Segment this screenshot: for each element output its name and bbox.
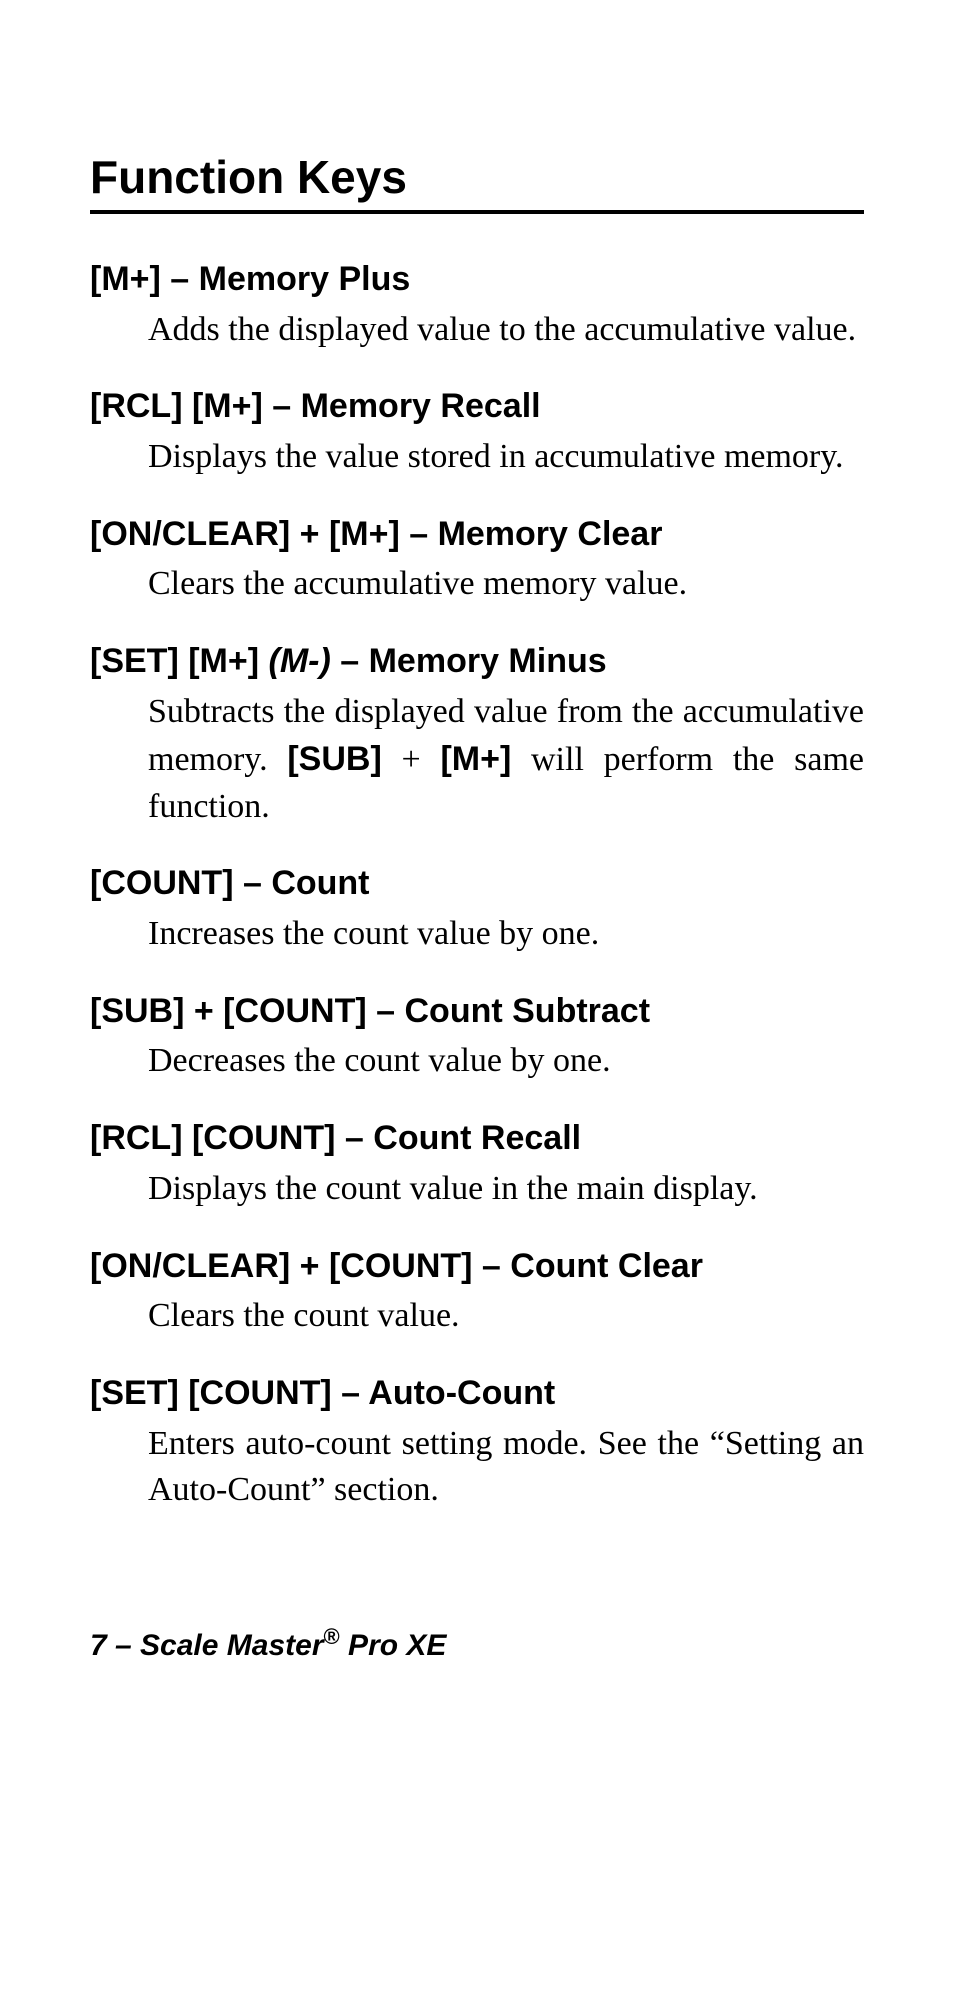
footer-product-prefix: Scale Master [140,1629,323,1662]
entry-title: [RCL] [M+] – Memory Recall [90,385,864,428]
entry: [RCL] [M+] – Memory Recall Displays the v… [90,385,864,480]
entry-body: Clears the count value. [148,1293,864,1340]
entry-body: Displays the value stored in accumulativ… [148,434,864,481]
entry-title: [COUNT] – Count [90,862,864,905]
footer-product-suffix: Pro XE [340,1629,447,1662]
entry-body: Subtracts the displayed value from the a… [148,689,864,831]
registered-icon: ® [324,1624,340,1649]
entry: [COUNT] – Count Increases the count value… [90,862,864,957]
entry: [SET] [COUNT] – Auto-Count Enters auto-co… [90,1372,864,1514]
entry: [RCL] [COUNT] – Count Recall Displays the… [90,1117,864,1212]
entry-title: [ON/CLEAR] + [M+] – Memory Clear [90,513,864,556]
entry-body: Clears the accumulative memory value. [148,561,864,608]
entry-title: [SET] [COUNT] – Auto-Count [90,1372,864,1415]
entry-body: Enters auto-count setting mode. See the … [148,1421,864,1515]
entry: [M+] – Memory Plus Adds the displayed val… [90,258,864,353]
entry-title: [SUB] + [COUNT] – Count Subtract [90,990,864,1033]
entries-list: [M+] – Memory Plus Adds the displayed val… [90,258,864,1514]
entry-title: [ON/CLEAR] + [COUNT] – Count Clear [90,1245,864,1288]
entry: [ON/CLEAR] + [M+] – Memory Clear Clears t… [90,513,864,608]
footer-sep: – [107,1629,140,1662]
page-footer: 7 – Scale Master® Pro XE [90,1624,864,1663]
entry-title: [SET] [M+] (M-) – Memory Minus [90,640,864,683]
entry-body: Displays the count value in the main dis… [148,1166,864,1213]
entry: [SUB] + [COUNT] – Count Subtract Decrease… [90,990,864,1085]
section-title: Function Keys [90,150,864,214]
entry: [ON/CLEAR] + [COUNT] – Count Clear Clears… [90,1245,864,1340]
entry-body: Adds the displayed value to the accumula… [148,307,864,354]
entry-title: [M+] – Memory Plus [90,258,864,301]
entry: [SET] [M+] (M-) – Memory Minus Subtracts … [90,640,864,830]
entry-body: Increases the count value by one. [148,911,864,958]
entry-title: [RCL] [COUNT] – Count Recall [90,1117,864,1160]
footer-page-number: 7 [90,1629,107,1662]
entry-body: Decreases the count value by one. [148,1038,864,1085]
